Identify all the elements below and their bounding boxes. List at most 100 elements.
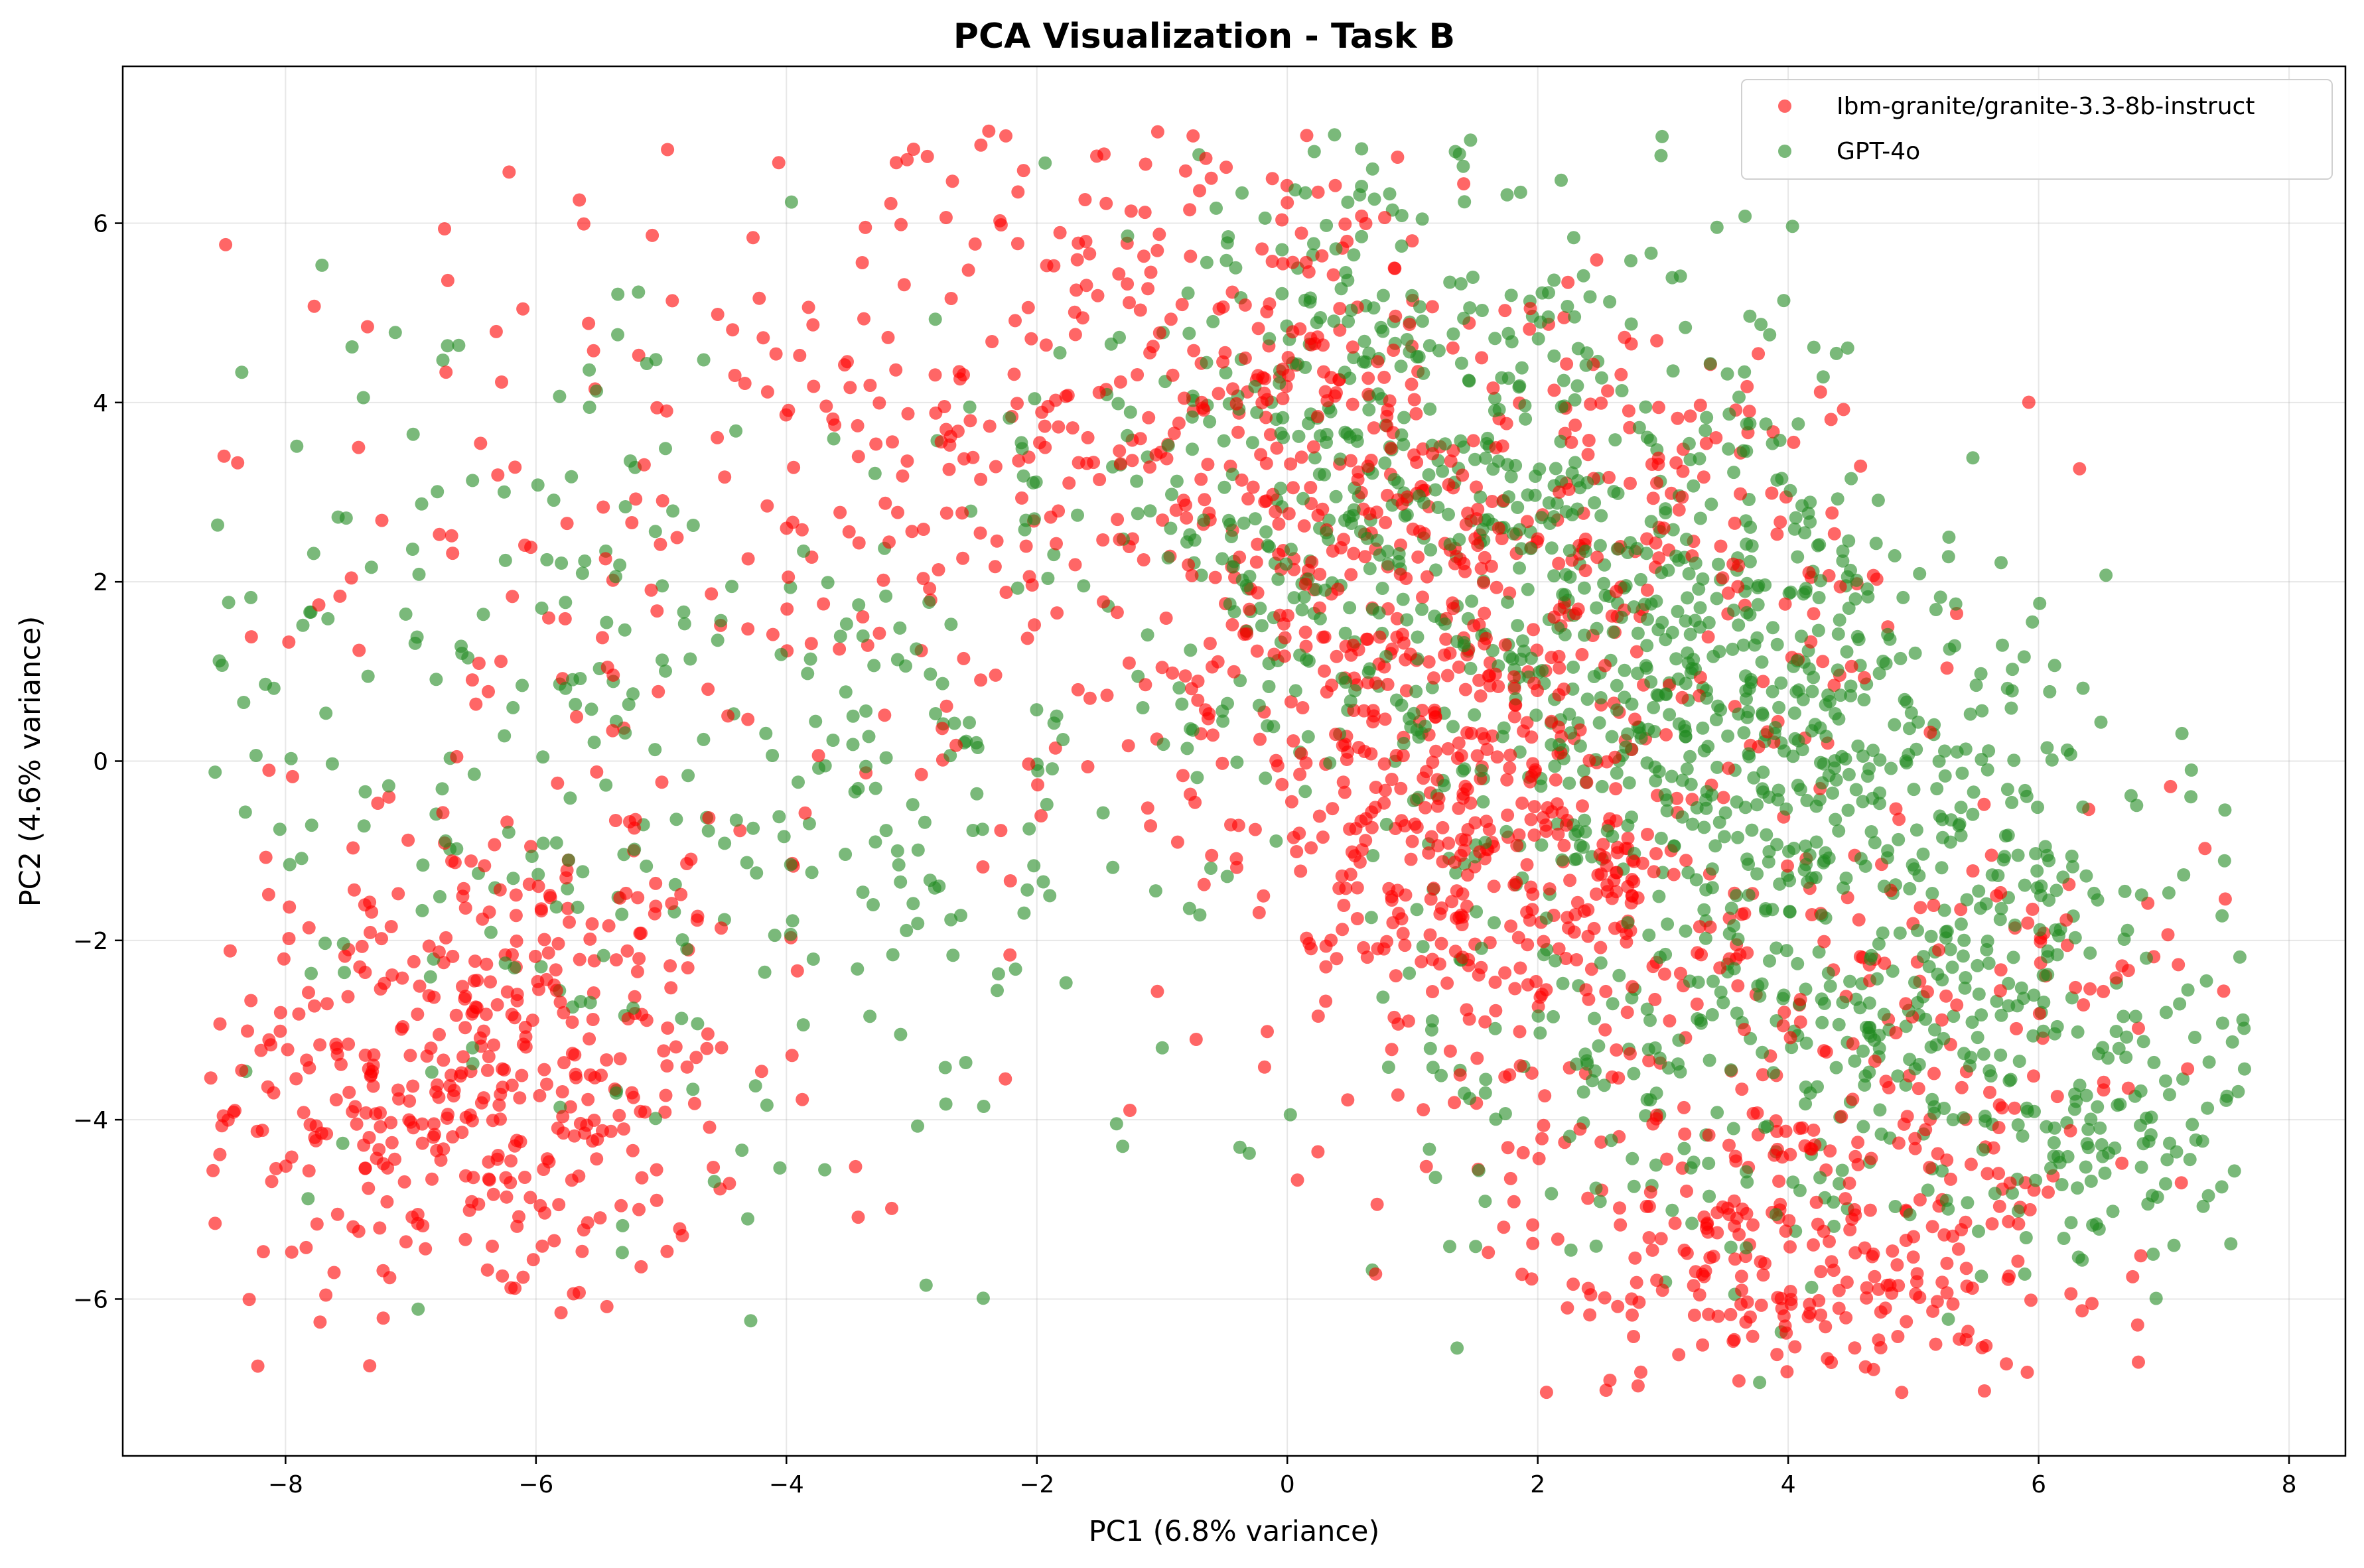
point-granite	[1872, 1282, 1886, 1296]
point-granite	[1823, 1144, 1837, 1158]
point-gpt4o	[1682, 567, 1696, 580]
point-gpt4o	[1284, 543, 1298, 556]
point-gpt4o	[1888, 549, 1902, 562]
point-granite	[362, 1181, 376, 1195]
point-granite	[1770, 1142, 1784, 1156]
point-gpt4o	[1423, 339, 1436, 353]
point-gpt4o	[1561, 300, 1574, 313]
point-granite	[1253, 732, 1267, 746]
point-gpt4o	[1519, 412, 1533, 426]
point-granite	[2109, 971, 2123, 985]
point-granite	[1832, 1283, 1846, 1297]
point-gpt4o	[1884, 761, 1898, 775]
point-granite	[510, 934, 523, 948]
point-gpt4o	[611, 287, 625, 301]
point-gpt4o	[760, 1098, 774, 1112]
point-granite	[1992, 1121, 2006, 1134]
point-gpt4o	[1797, 863, 1811, 877]
point-granite	[470, 1001, 484, 1015]
point-granite	[637, 458, 651, 472]
point-granite	[297, 1106, 311, 1120]
point-granite	[905, 525, 919, 539]
point-gpt4o	[1813, 1171, 1827, 1185]
point-gpt4o	[750, 866, 764, 880]
point-granite	[1778, 597, 1792, 611]
point-gpt4o	[1619, 740, 1633, 754]
point-granite	[300, 1053, 314, 1067]
point-granite	[1016, 164, 1030, 178]
point-gpt4o	[677, 605, 691, 619]
point-granite	[1482, 669, 1495, 683]
point-gpt4o	[2079, 1160, 2093, 1174]
point-granite	[1756, 1068, 1770, 1082]
point-gpt4o	[1576, 1085, 1590, 1099]
point-granite	[1257, 889, 1271, 903]
point-granite	[2174, 1176, 2188, 1190]
point-granite	[1599, 1384, 1613, 1397]
point-granite	[659, 1088, 673, 1102]
point-gpt4o	[2201, 1101, 2215, 1115]
point-gpt4o	[833, 629, 847, 643]
point-granite	[1052, 420, 1066, 434]
point-granite	[1716, 791, 1730, 805]
point-granite	[1700, 1218, 1714, 1232]
point-gpt4o	[429, 673, 443, 686]
point-gpt4o	[1837, 881, 1850, 895]
point-gpt4o	[1787, 706, 1801, 720]
point-gpt4o	[1641, 1043, 1655, 1057]
point-granite	[1022, 757, 1036, 771]
point-granite	[1403, 647, 1417, 661]
point-gpt4o	[1708, 839, 1722, 853]
point-gpt4o	[452, 338, 466, 352]
point-gpt4o	[1370, 533, 1384, 547]
point-gpt4o	[2005, 795, 2019, 809]
point-granite	[1226, 382, 1239, 396]
point-granite	[1488, 975, 1502, 989]
point-granite	[1316, 502, 1330, 516]
point-gpt4o	[1474, 490, 1488, 504]
point-granite	[411, 1008, 425, 1021]
point-granite	[1333, 302, 1347, 316]
point-granite	[1336, 739, 1350, 752]
point-gpt4o	[1932, 754, 1946, 768]
point-granite	[994, 824, 1008, 838]
point-granite	[999, 129, 1012, 143]
point-granite	[2077, 998, 2091, 1012]
point-granite	[1520, 858, 1534, 872]
point-gpt4o	[1327, 314, 1341, 328]
point-gpt4o	[1360, 531, 1374, 545]
point-granite	[289, 1072, 303, 1086]
point-granite	[657, 1044, 671, 1058]
point-granite	[518, 1171, 531, 1184]
point-granite	[849, 1159, 863, 1173]
point-granite	[1600, 859, 1614, 873]
point-granite	[1313, 567, 1327, 581]
point-granite	[307, 299, 321, 313]
point-granite	[1389, 309, 1403, 323]
point-gpt4o	[1793, 1183, 1807, 1197]
point-gpt4o	[1801, 875, 1815, 889]
point-granite	[1507, 682, 1521, 695]
point-granite	[1513, 1025, 1527, 1039]
point-gpt4o	[325, 757, 339, 771]
point-gpt4o	[1611, 486, 1625, 500]
point-granite	[1385, 1043, 1399, 1057]
point-granite	[1345, 845, 1359, 859]
point-gpt4o	[856, 885, 870, 899]
point-granite	[1078, 193, 1092, 206]
point-gpt4o	[1928, 1023, 1941, 1037]
point-gpt4o	[1458, 762, 1472, 776]
point-gpt4o	[1541, 310, 1555, 324]
point-gpt4o	[1722, 442, 1736, 456]
point-granite	[1371, 942, 1385, 956]
point-gpt4o	[1470, 905, 1484, 919]
point-granite	[1776, 1019, 1790, 1033]
point-gpt4o	[970, 787, 984, 801]
point-granite	[1265, 172, 1279, 186]
point-granite	[2008, 1101, 2022, 1115]
point-granite	[1406, 522, 1420, 536]
point-granite	[593, 1211, 607, 1225]
point-granite	[2085, 1297, 2099, 1311]
point-gpt4o	[1040, 797, 1054, 811]
